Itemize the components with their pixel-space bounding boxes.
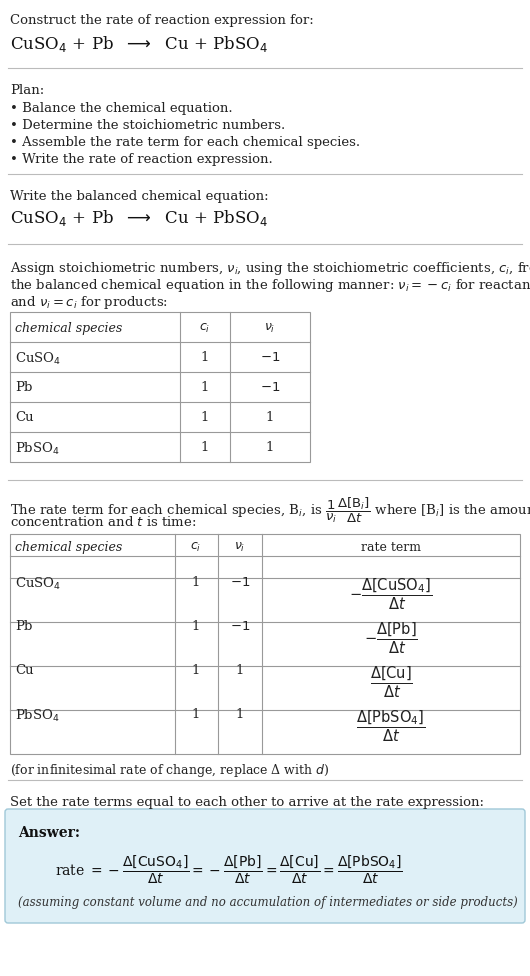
Text: 1: 1 xyxy=(192,708,200,721)
Text: $-1$: $-1$ xyxy=(230,576,250,589)
Text: CuSO$_4$ + Pb  $\longrightarrow$  Cu + PbSO$_4$: CuSO$_4$ + Pb $\longrightarrow$ Cu + PbS… xyxy=(10,34,268,54)
Text: and $\nu_i = c_i$ for products:: and $\nu_i = c_i$ for products: xyxy=(10,294,168,311)
Text: rate term: rate term xyxy=(361,541,421,554)
Text: • Write the rate of reaction expression.: • Write the rate of reaction expression. xyxy=(10,153,273,166)
Text: 1: 1 xyxy=(266,441,274,454)
Text: $\nu_i$: $\nu_i$ xyxy=(234,541,246,554)
Text: 1: 1 xyxy=(201,441,209,454)
Text: • Assemble the rate term for each chemical species.: • Assemble the rate term for each chemic… xyxy=(10,136,360,149)
Text: The rate term for each chemical species, B$_i$, is $\dfrac{1}{\nu_i}\dfrac{\Delt: The rate term for each chemical species,… xyxy=(10,496,530,525)
Text: $-\dfrac{\Delta[\mathrm{CuSO_4}]}{\Delta t}$: $-\dfrac{\Delta[\mathrm{CuSO_4}]}{\Delta… xyxy=(349,576,432,612)
Text: 1: 1 xyxy=(201,411,209,424)
Text: $-1$: $-1$ xyxy=(230,620,250,633)
Text: Answer:: Answer: xyxy=(18,826,80,840)
Text: 1: 1 xyxy=(192,664,200,677)
Text: the balanced chemical equation in the following manner: $\nu_i = -c_i$ for react: the balanced chemical equation in the fo… xyxy=(10,277,530,294)
Text: PbSO$_4$: PbSO$_4$ xyxy=(15,441,60,457)
Text: 1: 1 xyxy=(236,708,244,721)
Text: Construct the rate of reaction expression for:: Construct the rate of reaction expressio… xyxy=(10,14,314,27)
Text: Cu: Cu xyxy=(15,664,33,677)
Text: (for infinitesimal rate of change, replace Δ with $d$): (for infinitesimal rate of change, repla… xyxy=(10,762,330,779)
Text: CuSO$_4$: CuSO$_4$ xyxy=(15,351,61,367)
Text: Cu: Cu xyxy=(15,411,33,424)
Text: 1: 1 xyxy=(201,381,209,394)
Text: chemical species: chemical species xyxy=(15,541,122,554)
Text: 1: 1 xyxy=(201,351,209,364)
Bar xyxy=(10,534,520,754)
Text: 1: 1 xyxy=(236,664,244,677)
Text: 1: 1 xyxy=(192,576,200,589)
Text: $c_i$: $c_i$ xyxy=(199,322,210,335)
Text: Plan:: Plan: xyxy=(10,84,44,97)
Text: $\dfrac{\Delta[\mathrm{PbSO_4}]}{\Delta t}$: $\dfrac{\Delta[\mathrm{PbSO_4}]}{\Delta … xyxy=(356,708,426,744)
Text: concentration and $t$ is time:: concentration and $t$ is time: xyxy=(10,515,197,529)
Text: Pb: Pb xyxy=(15,620,32,633)
FancyBboxPatch shape xyxy=(5,809,525,923)
Text: (assuming constant volume and no accumulation of intermediates or side products): (assuming constant volume and no accumul… xyxy=(18,896,518,909)
Text: 1: 1 xyxy=(266,411,274,424)
Text: CuSO$_4$ + Pb  $\longrightarrow$  Cu + PbSO$_4$: CuSO$_4$ + Pb $\longrightarrow$ Cu + PbS… xyxy=(10,208,268,228)
Text: $-1$: $-1$ xyxy=(260,381,280,394)
Text: Set the rate terms equal to each other to arrive at the rate expression:: Set the rate terms equal to each other t… xyxy=(10,796,484,809)
Text: • Balance the chemical equation.: • Balance the chemical equation. xyxy=(10,102,233,115)
Bar xyxy=(10,312,310,462)
Text: $-1$: $-1$ xyxy=(260,351,280,364)
Text: $-\dfrac{\Delta[\mathrm{Pb}]}{\Delta t}$: $-\dfrac{\Delta[\mathrm{Pb}]}{\Delta t}$ xyxy=(364,620,418,656)
Text: 1: 1 xyxy=(192,620,200,633)
Text: CuSO$_4$: CuSO$_4$ xyxy=(15,576,61,592)
Text: Write the balanced chemical equation:: Write the balanced chemical equation: xyxy=(10,190,269,203)
Text: PbSO$_4$: PbSO$_4$ xyxy=(15,708,60,724)
Text: chemical species: chemical species xyxy=(15,322,122,335)
Text: $\dfrac{\Delta[\mathrm{Cu}]}{\Delta t}$: $\dfrac{\Delta[\mathrm{Cu}]}{\Delta t}$ xyxy=(369,664,412,700)
Text: Pb: Pb xyxy=(15,381,32,394)
Text: $c_i$: $c_i$ xyxy=(190,541,201,554)
Text: • Determine the stoichiometric numbers.: • Determine the stoichiometric numbers. xyxy=(10,119,285,132)
Text: Assign stoichiometric numbers, $\nu_i$, using the stoichiometric coefficients, $: Assign stoichiometric numbers, $\nu_i$, … xyxy=(10,260,530,277)
Text: rate $= -\dfrac{\Delta[\mathrm{CuSO_4}]}{\Delta t} = -\dfrac{\Delta[\mathrm{Pb}]: rate $= -\dfrac{\Delta[\mathrm{CuSO_4}]}… xyxy=(55,854,403,886)
Text: $\nu_i$: $\nu_i$ xyxy=(264,322,276,335)
